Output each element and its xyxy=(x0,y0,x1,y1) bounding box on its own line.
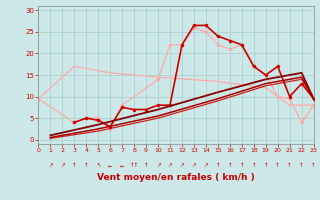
X-axis label: Vent moyen/en rafales ( km/h ): Vent moyen/en rafales ( km/h ) xyxy=(97,173,255,182)
